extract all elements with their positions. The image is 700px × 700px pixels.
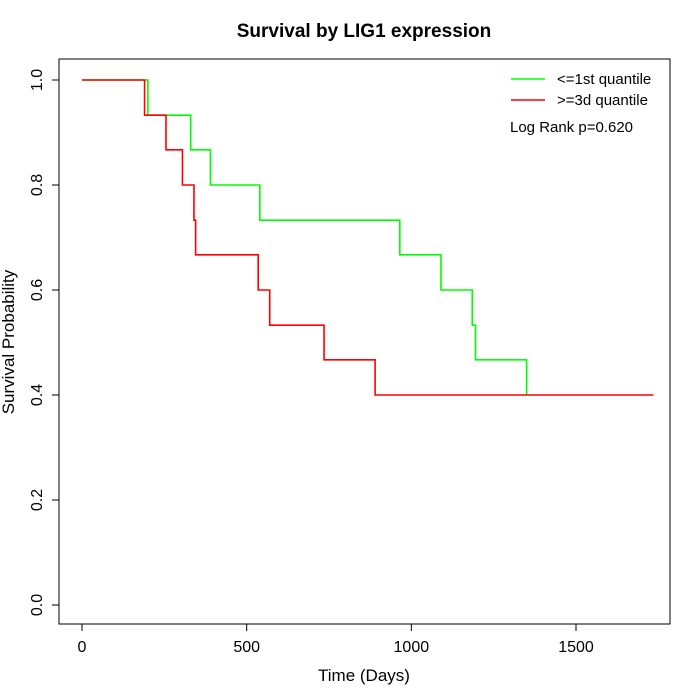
y-tick-label: 0.6	[29, 279, 46, 301]
series-line-1	[82, 79, 528, 395]
y-axis-label: Survival Probability	[0, 269, 18, 414]
chart-title: Survival by LIG1 expression	[237, 21, 492, 42]
legend-label-1: <=1st quantile	[557, 71, 651, 88]
x-axis: 0 500 1000 1500	[78, 623, 594, 656]
legend: <=1st quantile >=3d quantile	[511, 71, 651, 109]
log-rank-annotation: Log Rank p=0.620	[510, 119, 633, 136]
x-tick-label: 1500	[558, 639, 594, 656]
y-tick-label: 0.4	[29, 384, 46, 406]
y-axis: 0.0 0.2 0.4 0.6 0.8 1.0	[29, 69, 60, 616]
series-line-2	[82, 79, 654, 396]
x-tick-label: 500	[233, 639, 260, 656]
y-tick-label: 0.2	[29, 489, 46, 511]
plot-frame	[58, 58, 671, 625]
x-axis-label: Time (Days)	[318, 666, 410, 685]
x-tick-label: 1000	[394, 639, 430, 656]
y-tick-label: 1.0	[29, 69, 46, 91]
legend-label-2: >=3d quantile	[557, 92, 648, 109]
x-tick-label: 0	[78, 639, 87, 656]
y-tick-label: 0.8	[29, 174, 46, 196]
series-lines	[82, 79, 654, 396]
y-tick-label: 0.0	[29, 594, 46, 616]
